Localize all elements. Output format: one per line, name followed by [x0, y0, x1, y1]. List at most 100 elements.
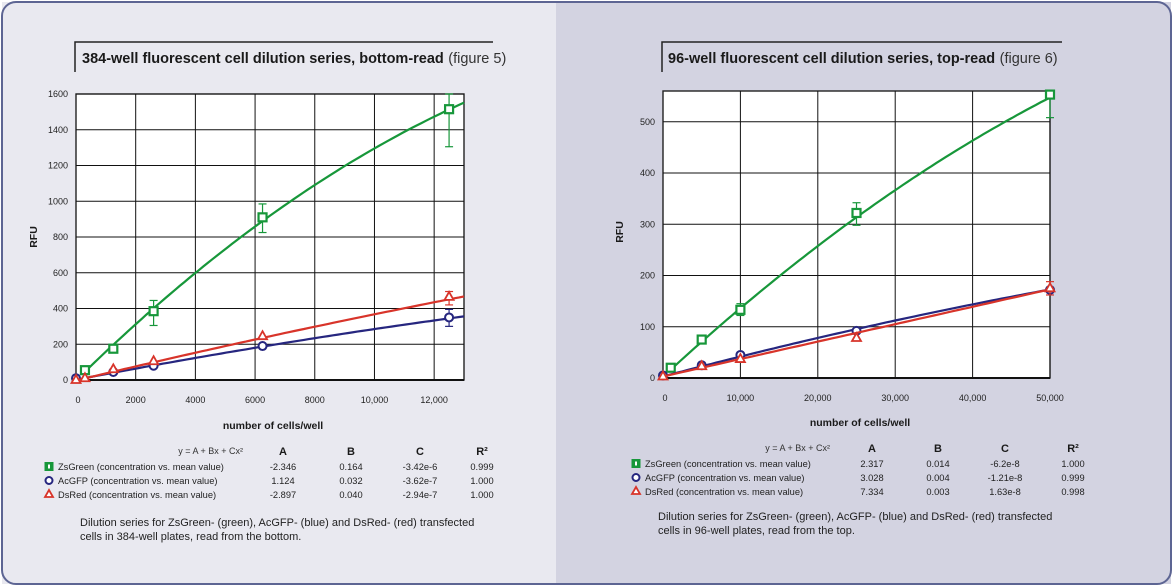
- chart-2-x-tick-label: 10,000: [727, 393, 755, 403]
- chart-2-fit-table-row: AcGFP (concentration vs. mean value) 3.02…: [631, 473, 1085, 483]
- chart-1-dsred-data-point: [78, 371, 91, 383]
- chart-1-dsred-data-point: [107, 362, 120, 374]
- chart-1-fit-table-row: ZsGreen (concentration vs. mean value) -2…: [44, 462, 494, 472]
- chart-1-acgfp-fit-a: 1.124: [271, 476, 294, 486]
- chart-2-dsred-fit-a: 7.334: [860, 487, 883, 497]
- chart-2-dsred-legend-marker: [630, 485, 642, 495]
- chart-1-dsred-data-point: [147, 354, 160, 366]
- chart-2-zsgreen-fit-a: 2.317: [860, 459, 883, 469]
- chart-1-title: 384-well fluorescent cell dilution serie…: [82, 50, 506, 67]
- chart-2-x-tick-label: 20,000: [804, 393, 832, 403]
- chart-1-dsred-legend-label: DsRed (concentration vs. mean value): [58, 490, 216, 500]
- chart-1-fit-equation: y = A + Bx + Cx²: [178, 446, 243, 456]
- chart-2-dsred-fit-b: 0.003: [926, 487, 949, 497]
- chart-1-x-tick-label: 2000: [126, 395, 146, 405]
- chart-2-dsred-legend-label: DsRed (concentration vs. mean value): [645, 487, 803, 497]
- chart-1-header-c: C: [416, 446, 424, 458]
- chart-1-dsred-fit-c: -2.94e-7: [403, 490, 438, 500]
- chart-1-y-tick-label: 0: [63, 375, 68, 385]
- chart-1-plot: 0 2000 4000 6000 8000 10,000 12,000 0 200 400 600 8…: [48, 89, 465, 405]
- chart-2-acgfp-legend-label: AcGFP (concentration vs. mean value): [645, 473, 805, 483]
- chart-2-title-main: 96-well fluorescent cell dilution series…: [668, 51, 995, 67]
- chart-2-dsred-data-point: [695, 359, 708, 371]
- chart-2-zsgreen-data-point: [851, 207, 862, 219]
- chart-1-y-tick-label: 800: [53, 232, 68, 242]
- chart-2-acgfp-fit-a: 3.028: [860, 473, 883, 483]
- chart-1-zsgreen-fit-line: [84, 101, 465, 373]
- chart-1-header-a: A: [279, 446, 287, 458]
- chart-1-header-r2: R²: [476, 446, 488, 458]
- chart-2-y-tick-label: 400: [640, 168, 655, 178]
- chart-1-header-b: B: [347, 446, 355, 458]
- chart-2-dsred-data-point: [656, 369, 670, 381]
- chart-2-dsred-fit-c: 1.63e-8: [989, 487, 1021, 497]
- chart-1-x-tick-label: 8000: [305, 395, 325, 405]
- chart-1-title-suffix: (figure 5): [448, 51, 506, 67]
- chart-2-dsred-data-point: [734, 352, 747, 363]
- chart-1-acgfp-fit-b: 0.032: [339, 476, 362, 486]
- chart-1-y-tick-label: 1400: [48, 125, 68, 135]
- chart-1-x-tick-label: 10,000: [361, 395, 389, 405]
- chart-1-acgfp-fit-c: -3.62e-7: [403, 476, 438, 486]
- chart-1-dsred-data-point: [256, 329, 269, 341]
- chart-1-x-tick-label: 12,000: [420, 395, 448, 405]
- chart-1-zsgreen-fit-c: -3.42e-6: [403, 462, 438, 472]
- chart-2-y-tick-label: 100: [640, 322, 655, 332]
- chart-2-title: 96-well fluorescent cell dilution series…: [668, 50, 1058, 67]
- chart-1-caption-line-2: cells in 384-well plates, read from the …: [80, 531, 301, 543]
- chart-2-zsgreen-fit-r2: 1.000: [1061, 459, 1084, 469]
- chart-2-dsred-data-point: [1043, 281, 1057, 293]
- chart-1-y-tick-label: 1200: [48, 161, 68, 171]
- chart-2-title-suffix: (figure 6): [1000, 51, 1058, 67]
- chart-1-acgfp-legend-label: AcGFP (concentration vs. mean value): [58, 476, 218, 486]
- chart-1-y-tick-label: 1600: [48, 89, 68, 99]
- chart-2-x-tick-label: 50,000: [1036, 393, 1064, 403]
- chart-2-header-a: A: [868, 443, 876, 455]
- chart-1-zsgreen-fit-a: -2.346: [270, 462, 296, 472]
- chart-2-header-c: C: [1001, 443, 1009, 455]
- chart-2-zsgreen-data-point: [735, 304, 746, 315]
- chart-1-dsred-fit-b: 0.040: [339, 490, 362, 500]
- chart-2-caption-line-2: cells in 96-well plates, read from the t…: [658, 525, 855, 537]
- chart-1-zsgreen-legend-marker-hole: [48, 464, 50, 469]
- chart-1-y-tick-label: 400: [53, 304, 68, 314]
- chart-2-plot: 0 10,000 20,000 30,000 40,000 50,000 0 100 200 30…: [640, 89, 1064, 403]
- chart-2-y-tick-label: 300: [640, 219, 655, 229]
- chart-2-x-tick-label: 40,000: [959, 393, 987, 403]
- chart-2-y-tick-label: 200: [640, 271, 655, 281]
- chart-1-dsred-fit-line: [75, 295, 465, 382]
- chart-1-zsgreen-fit-r2: 0.999: [470, 462, 493, 472]
- chart-1-acgfp-data-point: [257, 341, 268, 352]
- chart-2-zsgreen-data-point: [696, 334, 707, 345]
- chart-1-dsred-data-point: [69, 373, 83, 384]
- chart-1-fit-table-row: DsRed (concentration vs. mean value) -2.8…: [43, 488, 494, 500]
- chart-1-acgfp-fit-line: [75, 315, 465, 381]
- chart-1-dsred-legend-marker: [43, 488, 55, 498]
- chart-1-acgfp-fit-r2: 1.000: [470, 476, 493, 486]
- chart-2-acgfp-fit-b: 0.004: [926, 473, 949, 483]
- chart-1-y-axis-label: RFU: [28, 226, 40, 248]
- chart-2-header-b: B: [934, 443, 942, 455]
- chart-2-y-tick-label: 500: [640, 117, 655, 127]
- chart-1-dsred-data-point: [443, 290, 456, 301]
- chart-1-zsgreen-data-point: [257, 212, 268, 223]
- chart-2-zsgreen-legend-label: ZsGreen (concentration vs. mean value): [645, 459, 811, 469]
- chart-1-zsgreen-legend-label: ZsGreen (concentration vs. mean value): [58, 462, 224, 472]
- chart-2-x-axis-label: number of cells/well: [810, 417, 910, 429]
- chart-2-title-box: 96-well fluorescent cell dilution series…: [661, 41, 1062, 72]
- chart-1-acgfp-data-point: [444, 312, 455, 323]
- chart-1-x-tick-label: 6000: [245, 395, 265, 405]
- chart-1-y-tick-label: 600: [53, 268, 68, 278]
- chart-2-zsgreen-fit-c: -6.2e-8: [990, 459, 1019, 469]
- chart-1-zsgreen-data-point: [108, 343, 119, 354]
- chart-1-acgfp-legend-marker: [44, 476, 54, 485]
- chart-1-caption-line-1: Dilution series for ZsGreen- (green), Ac…: [80, 517, 474, 529]
- chart-1-dsred-fit-a: -2.897: [270, 490, 296, 500]
- chart-1-zsgreen-error-bar: [445, 93, 454, 148]
- chart-1-y-tick-label: 200: [53, 339, 68, 349]
- chart-1-dsred-fit-r2: 1.000: [470, 490, 493, 500]
- chart-2-zsgreen-data-point: [665, 362, 676, 373]
- chart-2-dsred-data-point: [850, 331, 863, 342]
